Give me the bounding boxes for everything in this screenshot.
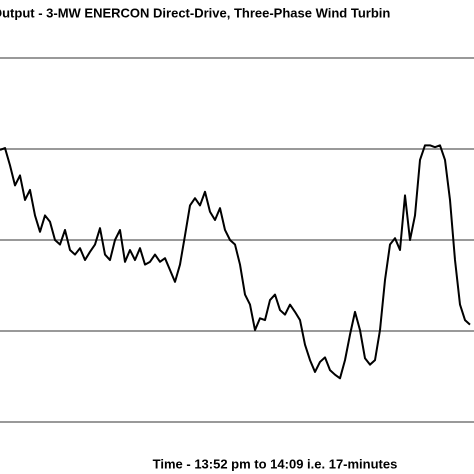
x-axis-label: Time - 13:52 pm to 14:09 i.e. 17-minutes	[153, 456, 398, 471]
data-line	[0, 144, 471, 380]
chart-title: Output - 3-MW ENERCON Direct-Drive, Thre…	[0, 5, 390, 20]
